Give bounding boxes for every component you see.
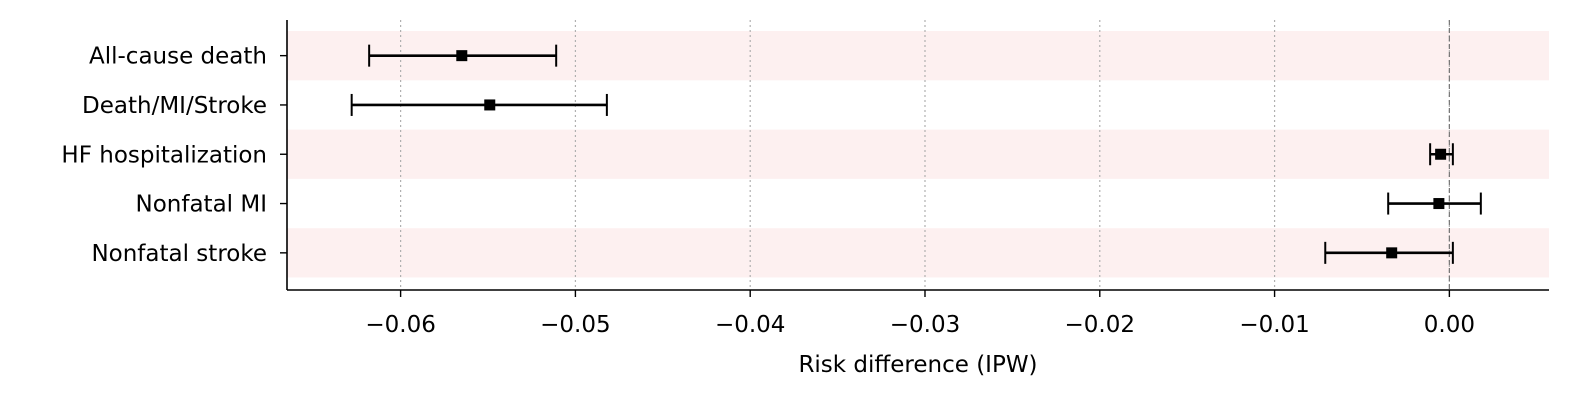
estimates: [350, 44, 1482, 264]
point-estimate: [1433, 198, 1445, 210]
x-tick-label: −0.05: [540, 312, 610, 338]
x-tick-label: −0.02: [1065, 312, 1135, 338]
x-tick-label: −0.01: [1239, 312, 1309, 338]
point-estimate: [1386, 247, 1398, 259]
row-band: [287, 129, 1549, 179]
point-estimate: [484, 99, 496, 111]
y-tick-label: Nonfatal MI: [136, 192, 268, 218]
row-bands: [287, 31, 1549, 278]
x-tick-label: −0.03: [890, 312, 960, 338]
x-axis-label: Risk difference (IPW): [798, 352, 1037, 378]
y-tick-label: Death/MI/Stroke: [82, 93, 267, 119]
point-estimate: [456, 50, 468, 62]
x-tick-label: −0.06: [365, 312, 435, 338]
y-tick-label: All-cause death: [89, 44, 267, 70]
x-tick-label: −0.04: [715, 312, 785, 338]
axes: [286, 20, 1549, 291]
y-axis-labels: All-cause death Death/MI/Stroke HF hospita…: [61, 44, 287, 267]
y-tick-label: HF hospitalization: [61, 142, 267, 168]
x-axis-ticks: −0.06 −0.05 −0.04 −0.03 −0.02 −0.01 0.00: [365, 290, 1475, 338]
y-tick-label: Nonfatal stroke: [91, 241, 267, 267]
x-tick-label: 0.00: [1424, 312, 1475, 338]
point-estimate: [1435, 148, 1447, 160]
